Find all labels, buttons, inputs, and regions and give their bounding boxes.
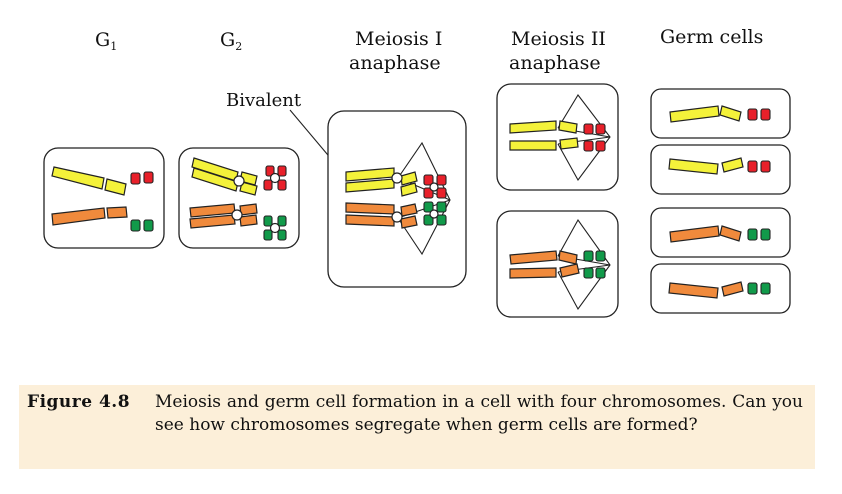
figure-caption: Figure 4.8 Meiosis and germ cell formati…: [19, 385, 815, 469]
germ-cell-2: [650, 144, 791, 195]
cell-meiosis-1: [327, 110, 467, 288]
figure-number: Figure 4.8: [27, 392, 131, 412]
meiosis-diagram: .cy { fill: #f4f23a; stroke: #222; strok…: [43, 26, 791, 318]
label-g1: G1: [95, 29, 117, 53]
cell-g1: [43, 147, 165, 249]
label-germ-cells: Germ cells: [660, 26, 763, 48]
germ-cell-3: [650, 207, 791, 258]
germ-cell-1: [650, 88, 791, 139]
figure-caption-text: Meiosis and germ cell formation in a cel…: [155, 392, 803, 435]
label-meiosis1-line2: anaphase: [349, 52, 441, 74]
label-meiosis1-line1: Meiosis I: [355, 28, 442, 50]
cell-meiosis-2-top: [496, 83, 619, 191]
label-meiosis2-line1: Meiosis II: [511, 28, 606, 50]
label-meiosis2-line2: anaphase: [509, 52, 601, 74]
cell-meiosis-2-bottom: [496, 210, 619, 318]
bivalent-label: Bivalent: [226, 90, 302, 111]
germ-cell-4: [650, 263, 791, 314]
cell-g2: [178, 147, 300, 249]
label-g2: G2: [220, 29, 242, 53]
